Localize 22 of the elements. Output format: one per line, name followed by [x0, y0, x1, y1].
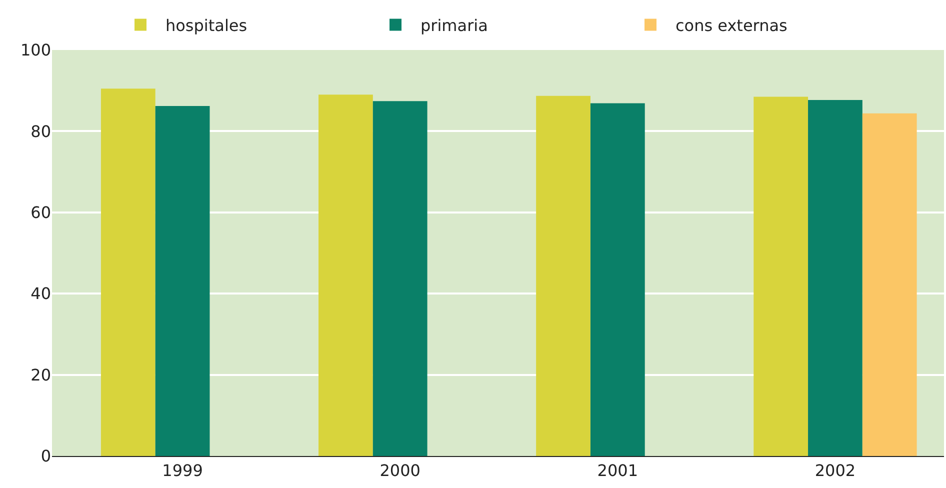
y-tick-label: 60	[30, 203, 51, 222]
bar	[318, 94, 373, 456]
x-tick-label: 2002	[814, 461, 856, 480]
bar	[155, 106, 210, 456]
bar	[100, 88, 156, 456]
x-tick-label: 2001	[597, 461, 638, 480]
bar	[590, 103, 645, 456]
y-tick-label: 100	[20, 40, 51, 60]
legend-label: hospitales	[166, 16, 248, 36]
y-tick-label: 0	[40, 446, 51, 466]
x-tick-label: 1999	[162, 461, 203, 480]
bar	[808, 100, 862, 456]
y-tick-label: 80	[30, 122, 51, 141]
y-tick-label: 40	[30, 284, 51, 304]
bar	[372, 101, 428, 456]
legend-label: primaria	[420, 16, 488, 36]
legend-label: cons externas	[676, 16, 788, 36]
bar	[536, 96, 590, 456]
bar	[754, 96, 808, 456]
bar	[862, 113, 917, 456]
y-tick-label: 20	[30, 365, 51, 384]
x-tick-label: 2000	[380, 461, 420, 480]
